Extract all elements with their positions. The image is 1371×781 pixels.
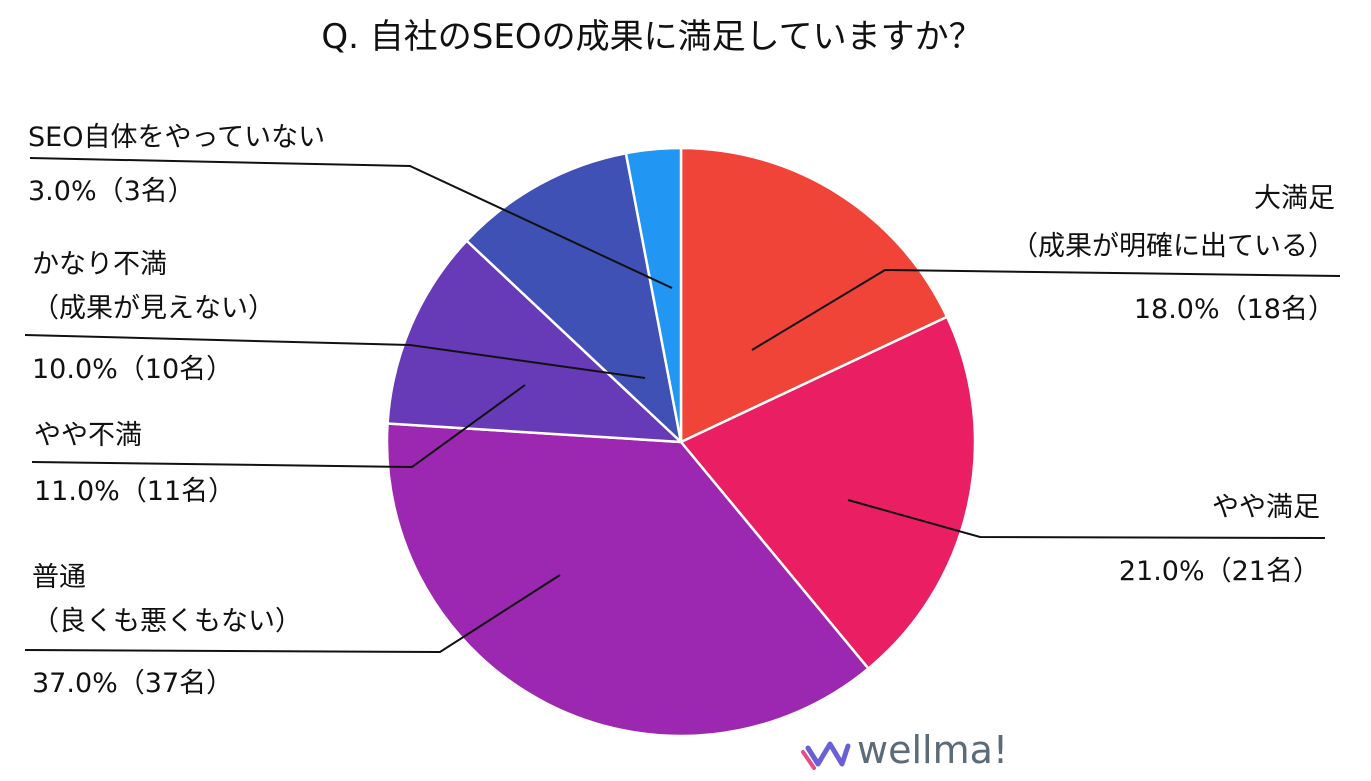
slice-label-2-line-1: （良くも悪くもない） bbox=[32, 606, 302, 637]
slice-label-2-line-0: 普通 bbox=[32, 562, 86, 593]
pie-slice-2 bbox=[385, 422, 870, 738]
slice-value-0: 18.0%（18名） bbox=[1134, 294, 1335, 325]
leader-line-3 bbox=[31, 384, 526, 469]
pie-slice-3 bbox=[386, 239, 683, 444]
wellma-logo-text: wellma! bbox=[857, 728, 1008, 772]
slice-label-4-line-0: かなり不満 bbox=[32, 249, 167, 280]
leader-line-4 bbox=[24, 334, 646, 379]
leader-line-5 bbox=[29, 157, 673, 289]
pie-slice-1 bbox=[679, 315, 977, 670]
wellma-logo-icon bbox=[801, 741, 851, 770]
slice-value-5: 3.0%（3名） bbox=[28, 176, 195, 207]
pie-slice-4 bbox=[465, 151, 683, 444]
slice-label-3-line-0: やや不満 bbox=[34, 420, 142, 451]
pie-slices bbox=[385, 146, 977, 738]
slice-value-1: 21.0%（21名） bbox=[1119, 556, 1320, 587]
chart-title: Q. 自社のSEOの成果に満足していますか？ bbox=[321, 17, 982, 57]
slice-label-4-line-1: （成果が見えない） bbox=[32, 293, 275, 324]
slice-value-2: 37.0%（37名） bbox=[32, 668, 233, 699]
leader-line-2 bbox=[24, 574, 561, 654]
slice-value-4: 10.0%（10名） bbox=[32, 354, 233, 385]
slice-value-3: 11.0%（11名） bbox=[34, 476, 235, 507]
leader-line-0 bbox=[751, 268, 1341, 351]
slice-label-5-line-0: SEO自体をやっていない bbox=[28, 122, 325, 153]
slice-label-1-line-0: やや満足 bbox=[1212, 492, 1320, 523]
wellma-logo: wellma! bbox=[801, 728, 1008, 772]
leader-line-1 bbox=[847, 499, 1326, 539]
pie-slice-0 bbox=[679, 146, 949, 444]
slice-labels: 大満足 （成果が明確に出ている） 18.0%（18名） やや満足 21.0%（21名） 普… bbox=[28, 122, 1335, 699]
leader-lines bbox=[24, 157, 1341, 654]
pie-slice-5 bbox=[624, 146, 683, 444]
slice-label-0-line-1: （成果が明確に出ている） bbox=[1011, 231, 1335, 262]
slice-label-0-line-0: 大満足 bbox=[1254, 183, 1335, 214]
